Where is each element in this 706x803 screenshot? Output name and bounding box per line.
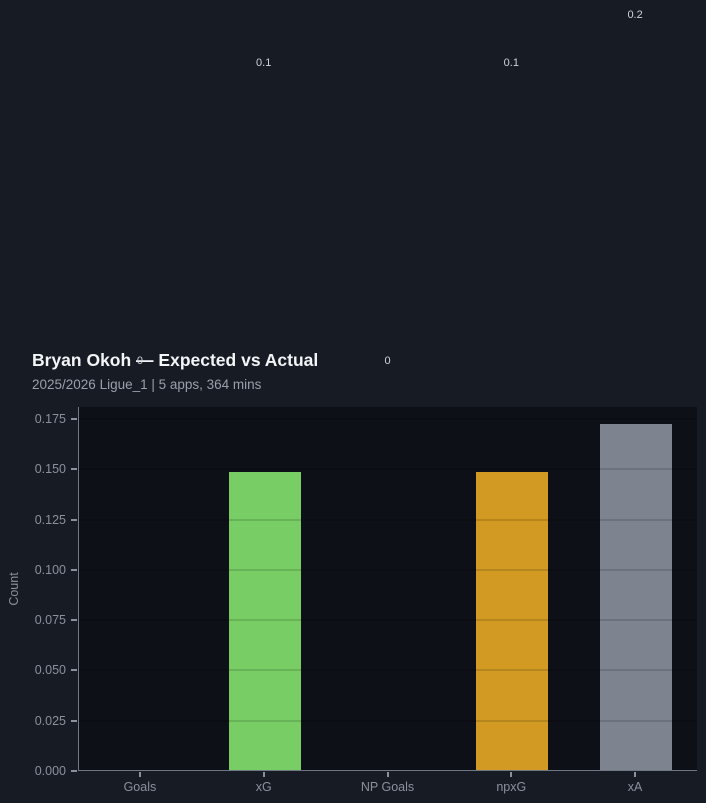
x-tick-label: xA — [627, 780, 643, 794]
bar-xg — [228, 472, 301, 770]
x-tick-mark — [634, 772, 637, 777]
bar-npxg — [476, 472, 549, 770]
y-tick-label: 0.175 — [34, 412, 66, 427]
y-tick-mark — [71, 719, 77, 722]
x-tick-mark — [138, 772, 141, 777]
y-tick-mark — [71, 568, 77, 571]
gridline — [79, 719, 697, 722]
bar-value-label: 0.2 — [627, 9, 643, 22]
chart-title: Bryan Okoh — Expected vs Actual — [32, 350, 319, 370]
bar-value-label: 0 — [384, 355, 391, 367]
y-tick-mark — [71, 619, 77, 622]
x-tick-label: Goals — [123, 780, 157, 794]
gridline — [79, 619, 697, 622]
gridline — [79, 468, 697, 471]
bar-value-label: 0.1 — [503, 57, 519, 70]
gridline — [79, 568, 697, 571]
y-tick-mark — [71, 518, 77, 521]
bar-xa — [600, 424, 673, 770]
x-tick-label: npxG — [496, 780, 527, 794]
y-tick-label: 0.025 — [34, 713, 66, 728]
y-tick-mark — [71, 770, 77, 772]
plot-area — [78, 407, 697, 771]
y-tick-label: 0.075 — [34, 613, 66, 628]
x-tick-mark — [386, 772, 389, 777]
gridline — [79, 669, 697, 672]
bar-value-label: 0.1 — [256, 57, 272, 70]
chart-subtitle: 2025/2026 Ligue_1 | 5 apps, 364 mins — [32, 377, 262, 392]
gridline — [79, 518, 697, 521]
y-tick-label: 0.050 — [34, 663, 66, 678]
y-tick-label: 0.125 — [34, 512, 66, 527]
x-tick-label: NP Goals — [360, 780, 415, 794]
y-tick-label: 0.150 — [34, 462, 66, 477]
bar-value-label: 0 — [136, 355, 143, 367]
x-tick-mark — [262, 772, 265, 777]
y-tick-label: 0.000 — [34, 764, 66, 778]
y-tick-label: 0.100 — [34, 562, 66, 577]
x-tick-label: xG — [255, 780, 272, 794]
y-tick-mark — [71, 468, 77, 471]
gridline — [79, 418, 697, 421]
y-tick-mark — [71, 418, 77, 421]
y-tick-mark — [71, 669, 77, 672]
x-tick-mark — [510, 772, 513, 777]
